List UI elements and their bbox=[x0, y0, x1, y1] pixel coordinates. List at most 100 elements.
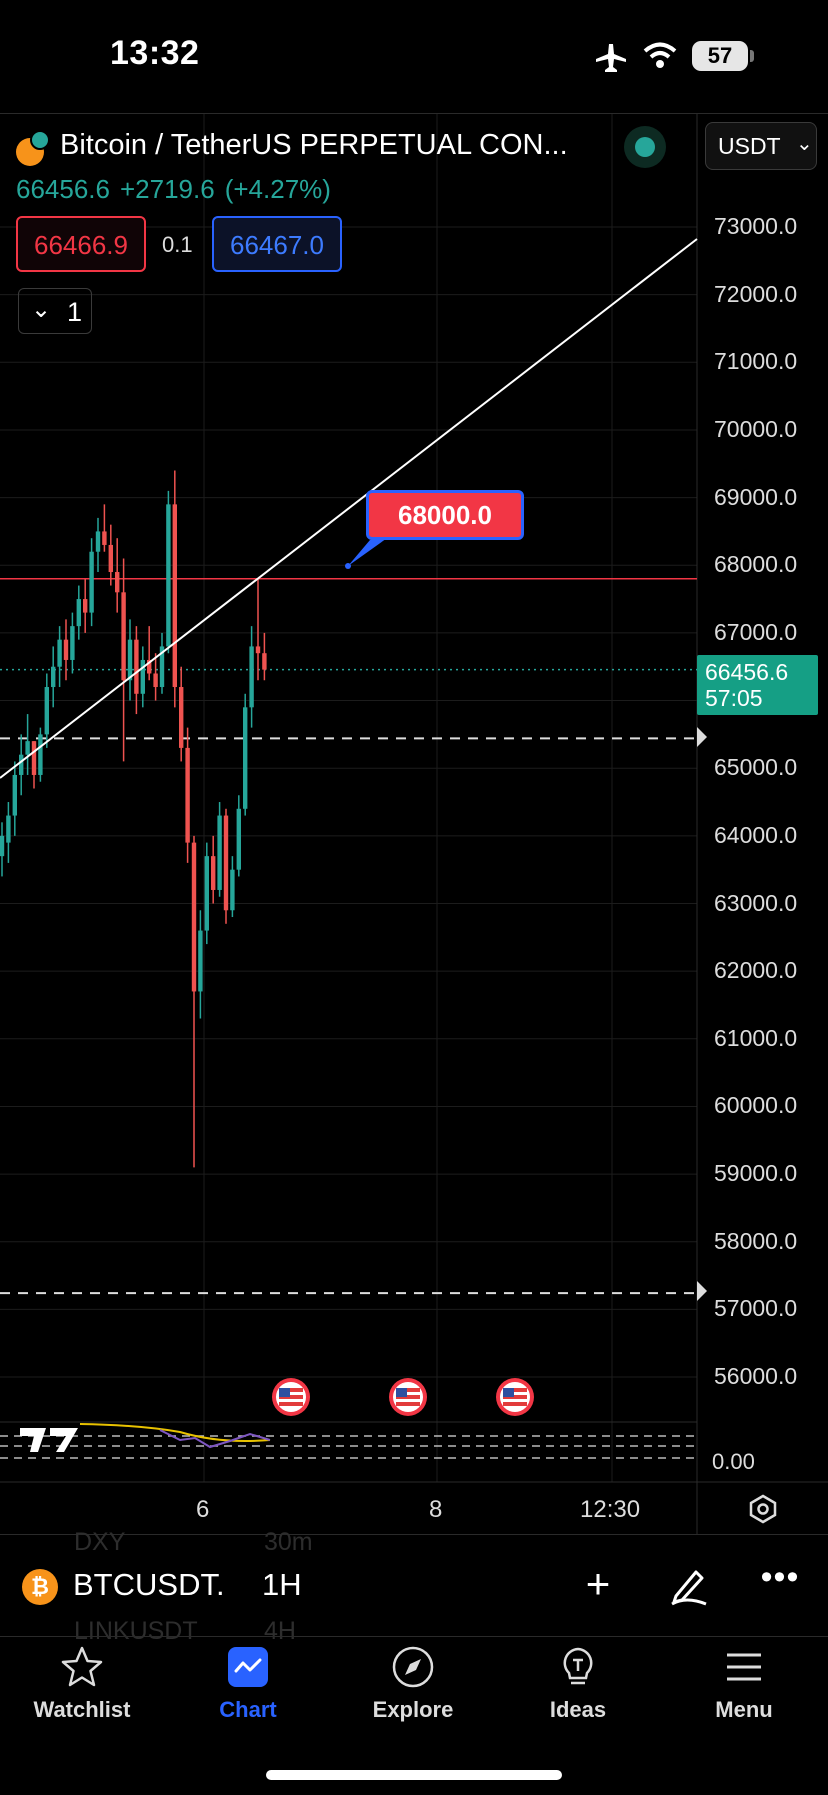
candle-body bbox=[25, 741, 30, 755]
candle-countdown: 57:05 bbox=[705, 685, 763, 711]
chart-canvas[interactable] bbox=[0, 114, 828, 1534]
price-alert-label[interactable]: 68000.0 bbox=[366, 490, 524, 540]
line-handle-right bbox=[697, 727, 707, 747]
price-axis-label: 59000.0 bbox=[714, 1160, 798, 1187]
recent-interval-ghost: 30m bbox=[264, 1528, 313, 1556]
alert-label-pointer bbox=[348, 536, 390, 566]
candle-body bbox=[127, 639, 133, 681]
candle-body bbox=[19, 754, 24, 775]
header-divider bbox=[0, 113, 828, 114]
chevron-down-icon: ⌄ bbox=[31, 296, 52, 323]
price-change: +2719.6 bbox=[119, 174, 215, 204]
price-axis-label: 60000.0 bbox=[714, 1092, 798, 1119]
trend-line bbox=[0, 238, 698, 779]
status-time: 13:32 bbox=[110, 34, 200, 72]
candle-body bbox=[179, 687, 184, 748]
candle-body bbox=[12, 774, 17, 816]
add-indicator-button[interactable]: + bbox=[585, 1560, 611, 1607]
symbol-selector[interactable]: BTCUSDT. bbox=[73, 1567, 225, 1602]
price-change-percent: (+4.27%) bbox=[224, 174, 331, 204]
tether-logo-icon bbox=[30, 130, 50, 150]
candle-body bbox=[166, 504, 171, 647]
star-icon bbox=[61, 1646, 103, 1687]
indicator-signal-line bbox=[79, 1423, 271, 1442]
candle-body bbox=[243, 707, 248, 809]
price-axis-label: 57000.0 bbox=[714, 1295, 798, 1322]
recent-symbol-ghost: LINKUSDT bbox=[74, 1617, 198, 1645]
candle-body bbox=[236, 808, 241, 870]
candle-body bbox=[121, 592, 126, 681]
candle-body bbox=[44, 687, 49, 735]
candle-body bbox=[6, 815, 11, 843]
nav-chart[interactable]: Chart bbox=[183, 1645, 313, 1725]
current-price-tag: 66456.6 57:05 bbox=[697, 655, 818, 715]
time-axis-label: 12:30 bbox=[580, 1496, 641, 1523]
chevron-down-icon: ⌄ bbox=[796, 133, 813, 155]
nav-explore[interactable]: Explore bbox=[348, 1645, 478, 1725]
candle-body bbox=[70, 626, 75, 660]
currency-select[interactable]: USDT ⌄ bbox=[705, 122, 817, 170]
collapse-indicators-button[interactable]: ⌄ 1 bbox=[18, 288, 92, 334]
interval-selector[interactable]: 1H bbox=[262, 1567, 302, 1602]
price-axis-label: 63000.0 bbox=[714, 889, 798, 916]
indicator-axis-label: 0.00 bbox=[712, 1449, 755, 1474]
candle-body bbox=[262, 653, 267, 670]
last-price: 66456.6 bbox=[16, 174, 110, 204]
more-options-button[interactable]: ••• bbox=[760, 1558, 800, 1596]
symbol-bar-divider bbox=[0, 1534, 828, 1535]
price-axis-label: 71000.0 bbox=[714, 348, 798, 375]
recent-symbol-ghost: DXY bbox=[74, 1528, 126, 1556]
lightbulb-icon bbox=[563, 1647, 593, 1685]
buy-button[interactable]: 66467.0 bbox=[212, 216, 342, 272]
candle-body bbox=[0, 835, 5, 857]
economic-event-flag-icon bbox=[272, 1378, 310, 1416]
price-axis-label: 56000.0 bbox=[714, 1363, 798, 1390]
indicator-main-line bbox=[159, 1429, 271, 1449]
wifi-icon bbox=[643, 42, 677, 68]
sell-button[interactable]: 66466.9 bbox=[16, 216, 146, 272]
economic-event-flag-icon bbox=[389, 1378, 427, 1416]
candle-body bbox=[255, 646, 261, 654]
price-summary: 66456.6 +2719.6 (+4.27%) bbox=[16, 174, 341, 205]
battery-tip bbox=[750, 50, 754, 62]
line-handle-right bbox=[697, 1281, 707, 1301]
tradingview-logo bbox=[20, 1428, 78, 1452]
hamburger-icon bbox=[727, 1653, 761, 1681]
candle-body bbox=[230, 869, 235, 911]
symbol-title[interactable]: Bitcoin / TetherUS PERPETUAL CON... bbox=[60, 129, 568, 161]
candle-body bbox=[185, 747, 190, 843]
candle-body bbox=[159, 646, 165, 688]
home-indicator bbox=[266, 1770, 562, 1780]
nav-divider bbox=[0, 1636, 828, 1637]
candle-body bbox=[147, 659, 152, 674]
candle-body bbox=[76, 599, 81, 627]
candle-body bbox=[172, 504, 177, 688]
price-axis-label: 61000.0 bbox=[714, 1024, 798, 1051]
price-axis-label: 65000.0 bbox=[714, 754, 798, 781]
candle-body bbox=[31, 741, 37, 775]
candle-body bbox=[115, 572, 120, 593]
chart-settings-icon[interactable] bbox=[748, 1494, 778, 1524]
candle-body bbox=[204, 856, 209, 931]
candle-body bbox=[38, 734, 43, 775]
drawing-tools-button[interactable] bbox=[666, 1562, 712, 1608]
airplane-mode-icon bbox=[596, 44, 626, 72]
candle-body bbox=[198, 930, 203, 992]
candle-body bbox=[211, 856, 216, 890]
price-axis-label: 69000.0 bbox=[714, 483, 798, 510]
nav-ideas[interactable]: Ideas bbox=[513, 1645, 643, 1725]
price-axis-label: 62000.0 bbox=[714, 957, 798, 984]
nav-label: Explore bbox=[372, 1697, 454, 1722]
candle-body bbox=[134, 639, 139, 694]
price-axis-label: 73000.0 bbox=[714, 213, 798, 239]
bitcoin-icon: ₿ bbox=[22, 1569, 58, 1605]
nav-watchlist[interactable]: Watchlist bbox=[17, 1645, 147, 1725]
candle-body bbox=[57, 639, 62, 667]
price-axis-label: 58000.0 bbox=[714, 1227, 798, 1254]
nav-menu[interactable]: Menu bbox=[679, 1645, 809, 1725]
candle-body bbox=[223, 815, 229, 911]
currency-label: USDT bbox=[718, 133, 781, 159]
alert-anchor-dot bbox=[345, 563, 351, 569]
candle-body bbox=[51, 666, 56, 688]
candle-body bbox=[89, 551, 94, 613]
